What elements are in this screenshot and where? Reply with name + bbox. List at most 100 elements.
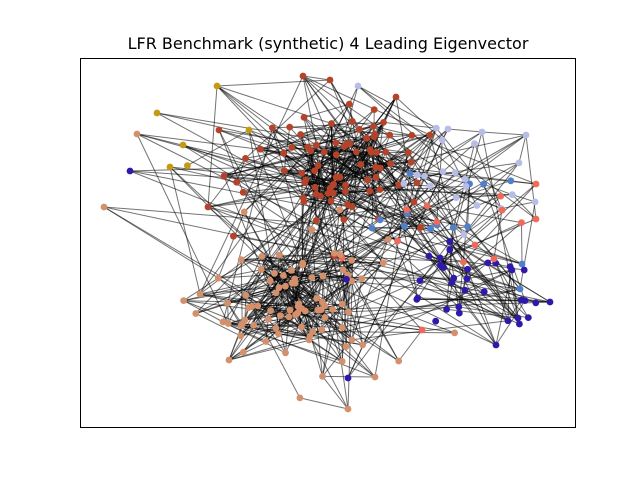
graph-edge [302,75,331,81]
graph-node-dark-red [314,162,322,170]
graph-node-salmon [225,356,233,364]
graph-node-navy [450,274,458,282]
graph-edge [183,300,243,325]
graph-edge [411,134,537,185]
graph-edge [222,127,273,323]
graph-node-salmon [242,291,250,299]
graph-node-salmon [301,307,309,315]
graph-edge [357,85,437,129]
graph-node-dark-red [380,119,387,126]
graph-edge [294,201,305,279]
graph-edge [103,206,290,318]
graph-node-salmon [267,307,274,314]
graph-edge [195,313,241,337]
graph-edge [169,166,237,183]
graph-node-salmon [338,300,346,308]
graph-node-gold [245,126,253,134]
graph-node-dark-red [348,117,356,125]
graph-node-salmon [294,309,302,317]
graph-node-coral [518,219,525,227]
graph-edge [417,249,451,299]
graph-edge [419,280,485,293]
graph-node-salmon [245,304,252,312]
graph-node-dark-red [304,143,312,151]
graph-edge [245,273,275,296]
graph-node-salmon [384,236,392,243]
graph-node-light-blue [452,194,460,202]
graph-node-salmon [258,253,266,260]
graph-edge [243,170,285,213]
graph-node-dark-red [404,149,412,157]
graph-edge [217,211,245,279]
graph-node-salmon [338,358,346,365]
graph-edge [245,294,277,329]
graph-edge [525,134,537,220]
graph-node-coral [498,206,506,214]
graph-edge [182,144,497,346]
graph-node-salmon [240,208,248,216]
graph-node-navy [126,167,134,175]
graph-edge [429,185,465,235]
graph-node-salmon [395,357,403,365]
graph-node-light-blue [461,175,469,183]
graph-node-navy [440,264,447,271]
graph-node-navy [532,299,540,307]
graph-node-salmon [308,274,316,281]
graph-node-salmon [309,328,317,335]
graph-edge [316,220,521,290]
graph-node-salmon [296,394,304,402]
graph-node-dark-red [426,131,434,139]
graph-edge [407,134,431,153]
graph-node-gold [179,141,187,149]
graph-node-light-blue [421,172,428,180]
graph-node-salmon [214,274,222,282]
graph-node-dark-red [300,198,308,206]
graph-node-blue [376,216,384,224]
graph-node-salmon [291,275,299,283]
graph-edge [404,225,497,346]
graph-node-salmon [285,313,293,321]
graph-node-dark-red [215,126,223,134]
graph-edge [207,206,343,259]
graph-node-navy [514,314,522,322]
graph-edge [217,277,269,320]
graph-node-salmon [344,308,352,316]
graph-edge [228,126,374,361]
graph-edge [129,165,319,172]
graph-edge [129,170,501,197]
graph-node-dark-red [299,72,307,80]
graph-node-dark-red [413,179,421,187]
graph-node-navy [432,317,440,325]
graph-node-salmon [321,302,329,310]
graph-node-light-blue [508,191,516,199]
graph-node-salmon [277,312,284,319]
graph-node-navy [413,296,421,303]
graph-node-light-blue [451,169,459,177]
graph-node-dark-red [342,181,349,189]
graph-edge [333,152,409,185]
graph-edge [297,306,376,378]
graph-edge [413,201,523,265]
graph-node-dark-red [312,217,320,224]
graph-node-blue [406,170,414,178]
graph-edge [103,206,271,312]
graph-edge [299,397,349,410]
graph-edge [199,75,304,295]
graph-node-salmon [100,203,108,211]
graph-edge [347,274,497,346]
graph-node-salmon [286,306,294,314]
graph-node-light-blue [444,125,452,133]
graph-edge [345,191,441,259]
graph-node-navy [461,286,469,294]
graph-node-light-blue [471,140,478,148]
graph-node-dark-red [370,123,377,130]
graph-node-navy [343,275,350,283]
graph-edge [303,201,423,331]
graph-node-coral [532,215,540,223]
graph-node-navy [425,252,433,260]
graph-node-salmon [224,320,232,327]
graph-node-blue [480,180,487,188]
graph-node-dark-red [410,198,418,206]
graph-node-salmon [305,336,313,344]
graph-edge [463,208,502,235]
